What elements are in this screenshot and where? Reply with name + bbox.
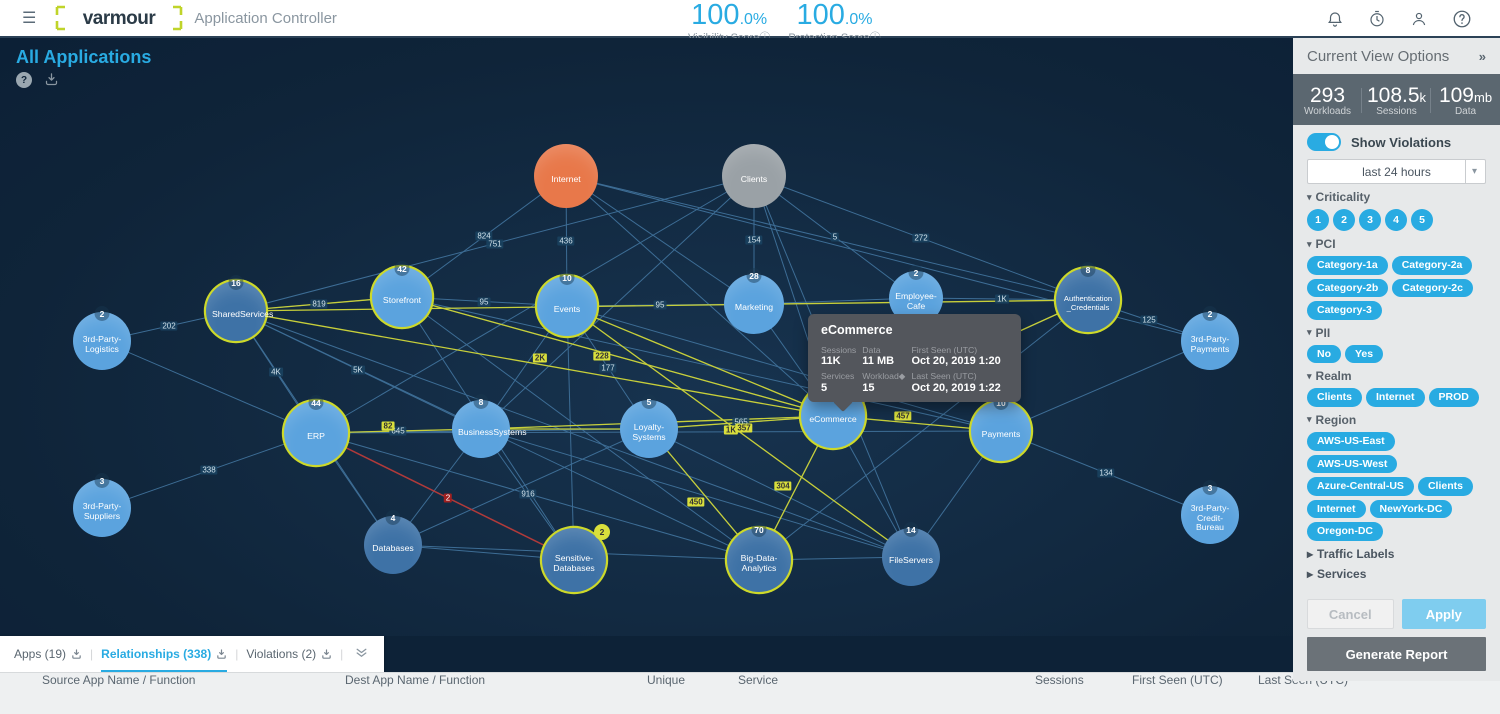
svg-text:varmour: varmour bbox=[83, 8, 157, 29]
